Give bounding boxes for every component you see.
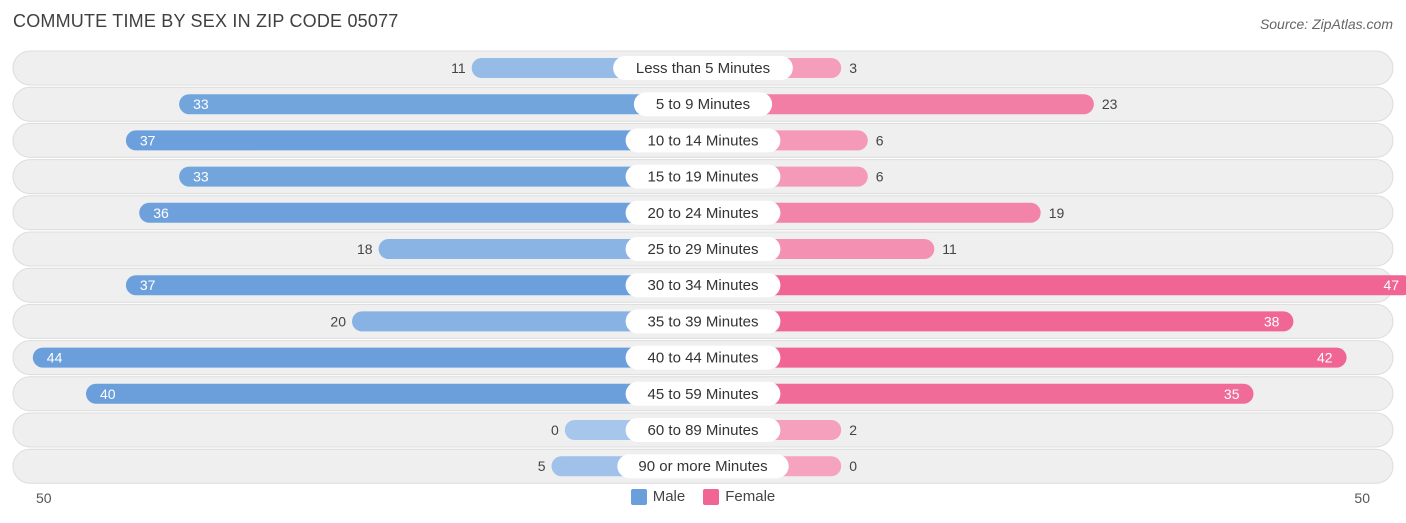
male-value-label: 37 (140, 277, 156, 293)
category-label: 10 to 14 Minutes (648, 132, 759, 149)
category-label-bg (625, 345, 781, 370)
male-value-label: 18 (357, 241, 373, 257)
female-value-label: 35 (1224, 386, 1240, 402)
male-bar (86, 383, 703, 404)
female-value-label: 23 (1102, 96, 1118, 112)
male-value-label: 11 (451, 60, 466, 76)
category-label: 25 to 29 Minutes (648, 241, 759, 258)
male-bar (378, 239, 703, 259)
category-label: 5 to 9 Minutes (656, 96, 750, 113)
female-value-label: 6 (876, 132, 884, 148)
female-value-label: 47 (1384, 277, 1400, 293)
female-value-label: 42 (1317, 350, 1333, 366)
category-label: 45 to 59 Minutes (648, 386, 759, 403)
category-label-bg (625, 381, 781, 406)
male-bar (125, 130, 703, 151)
category-label-bg (625, 309, 781, 334)
category-label: 30 to 34 Minutes (648, 277, 759, 294)
male-value-label: 20 (330, 313, 346, 329)
male-bar (352, 311, 703, 332)
legend-item-female[interactable]: Female (703, 488, 775, 505)
category-label: 40 to 44 Minutes (648, 350, 759, 367)
category-label: 90 or more Minutes (638, 458, 767, 475)
male-bar (32, 347, 704, 368)
male-value-label: 36 (153, 205, 169, 221)
male-bar (125, 275, 703, 296)
female-value-label: 11 (942, 241, 957, 257)
category-label-bg (625, 237, 781, 261)
category-label-bg (625, 164, 781, 189)
legend: Male Female (0, 488, 1406, 505)
male-bar (179, 166, 704, 187)
female-bar (703, 94, 1094, 115)
axis-right-max-label: 50 (1354, 490, 1370, 506)
category-label: Less than 5 Minutes (636, 60, 770, 77)
female-value-label: 6 (876, 169, 884, 185)
legend-male-label: Male (652, 488, 686, 505)
axis-left-max-label: 50 (36, 490, 52, 506)
male-bar (179, 94, 704, 115)
category-label-bg (625, 128, 781, 153)
female-value-label: 2 (849, 422, 857, 438)
chart-title: COMMUTE TIME BY SEX IN ZIP CODE 05077 (13, 11, 399, 31)
male-value-label: 44 (47, 350, 63, 366)
male-value-label: 33 (193, 169, 209, 185)
female-value-label: 3 (849, 60, 857, 76)
female-bar (703, 383, 1254, 404)
category-label-bg (633, 92, 773, 117)
male-value-label: 5 (538, 458, 546, 474)
legend-female-label: Female (725, 488, 776, 505)
category-label: 35 to 39 Minutes (648, 313, 759, 330)
category-label: 15 to 19 Minutes (648, 169, 759, 186)
female-bar (703, 347, 1347, 368)
category-label-bg (613, 56, 793, 80)
category-label-bg (625, 418, 781, 442)
male-value-label: 33 (193, 96, 209, 112)
male-value-label: 40 (100, 386, 116, 402)
male-bar (139, 202, 703, 223)
category-label: 20 to 24 Minutes (648, 205, 759, 222)
category-label-bg (617, 454, 789, 479)
female-bar (703, 311, 1294, 332)
female-bar (703, 275, 1406, 296)
female-value-label: 0 (849, 458, 857, 474)
male-value-label: 0 (551, 422, 559, 438)
male-value-label: 37 (140, 132, 156, 148)
female-bar (703, 202, 1041, 223)
male-swatch-icon (630, 488, 647, 505)
category-label-bg (625, 200, 781, 225)
female-value-label: 38 (1264, 313, 1280, 329)
category-label: 60 to 89 Minutes (648, 422, 759, 439)
female-value-label: 19 (1049, 205, 1065, 221)
female-swatch-icon (703, 488, 720, 505)
legend-item-male[interactable]: Male (630, 488, 686, 505)
category-label-bg (625, 273, 781, 298)
source-credit: Source: ZipAtlas.com (1259, 16, 1393, 32)
